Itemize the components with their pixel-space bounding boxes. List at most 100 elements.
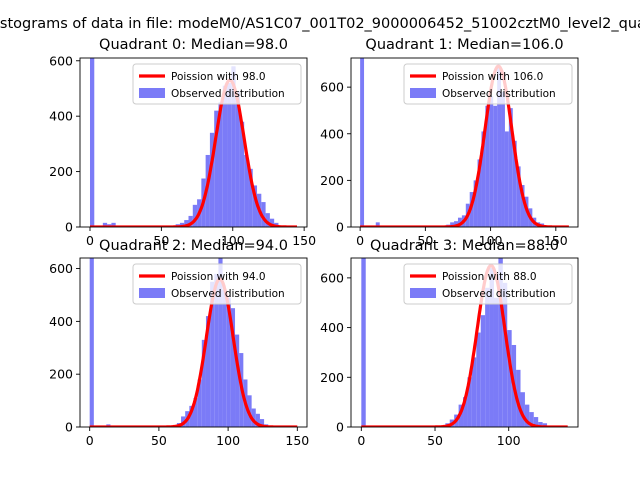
hist-bar bbox=[533, 417, 539, 427]
hist-bar bbox=[209, 132, 215, 227]
hist-bar bbox=[473, 180, 478, 227]
hist-bar bbox=[516, 166, 521, 227]
axes-frame bbox=[350, 257, 579, 428]
y-tick-label: 400 bbox=[320, 126, 344, 141]
legend: Poission with 88.0 Observed distribution bbox=[403, 263, 573, 305]
x-tick-label: 100 bbox=[221, 233, 245, 248]
poisson-curve bbox=[360, 263, 569, 427]
legend: Poission with 106.0 Observed distribution bbox=[403, 63, 573, 105]
hist-bar bbox=[480, 315, 486, 427]
x-tick-label: 150 bbox=[292, 233, 316, 248]
hist-bar bbox=[520, 392, 525, 427]
hist-bar bbox=[507, 330, 512, 427]
hist-bar bbox=[259, 419, 265, 427]
legend-label-poisson: Poission with 106.0 bbox=[442, 71, 543, 83]
hist-bar bbox=[239, 121, 245, 227]
plot-area bbox=[360, 258, 569, 427]
hist-bar bbox=[231, 66, 236, 227]
y-tick-label: 0 bbox=[65, 420, 73, 435]
hist-bar bbox=[252, 185, 258, 227]
plot-area bbox=[89, 58, 298, 227]
hist-bar bbox=[192, 204, 198, 227]
poisson-curve bbox=[359, 64, 570, 227]
x-tick-label: 50 bbox=[417, 233, 433, 248]
x-tick-label: 150 bbox=[285, 433, 309, 448]
hist-bar bbox=[493, 105, 498, 227]
figure-suptitle: Histograms of data in file: modeM0/AS1C0… bbox=[0, 16, 640, 32]
x-tick-label: 0 bbox=[86, 233, 94, 248]
hist-bar bbox=[502, 282, 508, 427]
y-tick-label: 600 bbox=[320, 270, 344, 285]
legend-box bbox=[132, 63, 302, 105]
poisson-curve bbox=[89, 78, 298, 227]
x-tick-label: 100 bbox=[479, 233, 503, 248]
hist-bar bbox=[222, 289, 227, 427]
hist-bar bbox=[201, 339, 206, 427]
hist-bar bbox=[188, 215, 193, 227]
hist-bar bbox=[493, 297, 499, 427]
hist-bar bbox=[227, 82, 232, 227]
hist-bar bbox=[102, 222, 108, 227]
y-tick-label: 200 bbox=[320, 173, 344, 188]
x-tick-label: 100 bbox=[497, 433, 521, 448]
hist-bar bbox=[467, 377, 472, 427]
subplot-0: 0 200 400 600 0 50 100 150 Poission with 98.0 Obs… bbox=[49, 37, 316, 248]
hist-bar bbox=[184, 220, 189, 227]
hist-bar bbox=[375, 222, 380, 227]
legend-label-observed: Observed distribution bbox=[171, 288, 285, 300]
hist-bar bbox=[244, 154, 249, 227]
y-tick-label: 0 bbox=[65, 220, 73, 235]
subplot-title: Quadrant 2: Median=94.0 bbox=[99, 238, 288, 254]
axes-frame bbox=[79, 57, 308, 228]
hist-bar bbox=[230, 308, 236, 427]
hist-bar bbox=[476, 332, 481, 427]
hist-bar bbox=[235, 91, 240, 227]
hist-bar bbox=[454, 221, 458, 227]
y-tick-label: 0 bbox=[336, 420, 344, 435]
legend-bar-swatch bbox=[139, 288, 165, 298]
hist-bar bbox=[111, 222, 116, 227]
hist-bar bbox=[477, 159, 482, 227]
hist-bar bbox=[265, 213, 270, 227]
hist-bar bbox=[485, 287, 490, 427]
subplot-title: Quadrant 3: Median=88.0 bbox=[370, 238, 559, 254]
hist-bar bbox=[210, 281, 215, 427]
y-tick-label: 600 bbox=[320, 80, 344, 95]
hist-bar bbox=[255, 413, 260, 427]
hist-bar bbox=[226, 297, 231, 427]
hist-bar bbox=[197, 379, 202, 427]
legend: Poission with 94.0 Observed distribution bbox=[132, 263, 302, 305]
legend-bar-swatch bbox=[410, 288, 436, 298]
hist-bar bbox=[89, 58, 95, 227]
legend-label-poisson: Poission with 94.0 bbox=[171, 271, 266, 283]
x-tick-label: 150 bbox=[544, 233, 568, 248]
legend-label-observed: Observed distribution bbox=[171, 88, 285, 100]
y-tick-label: 600 bbox=[49, 53, 73, 68]
plot-area bbox=[88, 258, 299, 427]
y-tick-label: 200 bbox=[320, 370, 344, 385]
hist-bar bbox=[89, 258, 94, 427]
hist-bar bbox=[218, 102, 223, 227]
legend-label-poisson: Poission with 98.0 bbox=[171, 71, 266, 83]
hist-bar bbox=[538, 422, 543, 427]
hist-bar bbox=[489, 96, 494, 227]
hist-bar bbox=[481, 131, 486, 227]
subplot-2: 0 200 400 600 0 50 100 150 Poission with 94.0 Obs… bbox=[49, 238, 309, 448]
hist-bar bbox=[508, 108, 513, 227]
legend-label-observed: Observed distribution bbox=[442, 288, 556, 300]
hist-bar bbox=[512, 140, 517, 227]
legend-label-poisson: Poission with 88.0 bbox=[442, 271, 537, 283]
axes-frame bbox=[350, 57, 579, 228]
hist-bar bbox=[222, 85, 228, 227]
x-tick-label: 0 bbox=[357, 433, 365, 448]
x-tick-label: 50 bbox=[151, 433, 167, 448]
plot-area bbox=[359, 58, 570, 227]
legend-box bbox=[403, 263, 573, 305]
y-tick-label: 400 bbox=[49, 109, 73, 124]
hist-bar bbox=[361, 258, 366, 427]
legend-box bbox=[403, 63, 573, 105]
hist-bar bbox=[269, 218, 275, 227]
hist-bar bbox=[261, 202, 266, 227]
hist-bar bbox=[497, 66, 502, 227]
